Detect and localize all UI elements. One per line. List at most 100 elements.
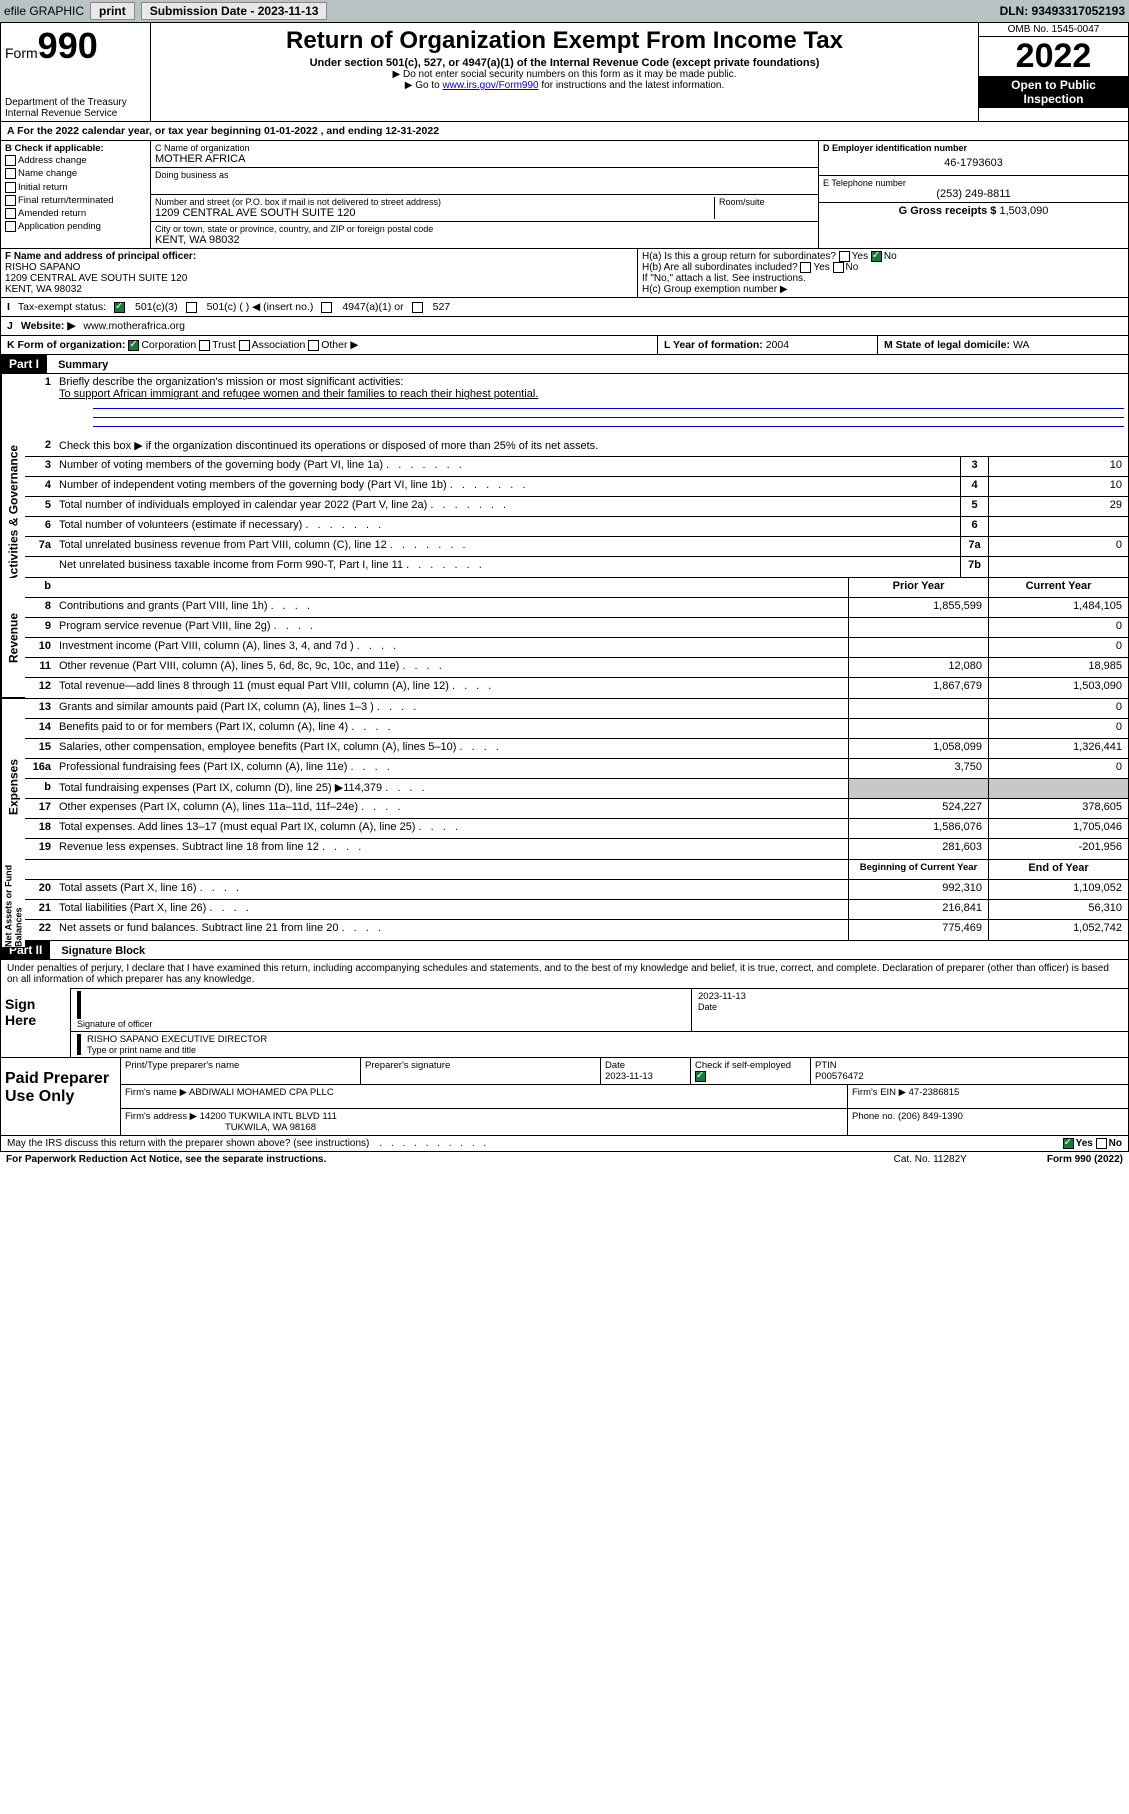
chk-trust[interactable] xyxy=(199,340,210,351)
discuss-row: May the IRS discuss this return with the… xyxy=(0,1136,1129,1152)
d-label: D Employer identification number xyxy=(823,143,1124,153)
firm-addr-label: Firm's address ▶ xyxy=(125,1111,197,1122)
ha-no-checkbox[interactable] xyxy=(871,251,882,262)
website-value: www.motherafrica.org xyxy=(83,320,185,332)
table-row: 16a Professional fundraising fees (Part … xyxy=(25,759,1128,779)
discuss-no-checkbox[interactable] xyxy=(1096,1138,1107,1149)
ha-label: H(a) Is this a group return for subordin… xyxy=(642,251,836,262)
chk-501c[interactable] xyxy=(186,302,197,313)
discuss-yes-checkbox[interactable] xyxy=(1063,1138,1074,1149)
table-row: 9 Program service revenue (Part VIII, li… xyxy=(25,618,1128,638)
table-row: 17 Other expenses (Part IX, column (A), … xyxy=(25,799,1128,819)
top-bar: efile GRAPHIC print Submission Date - 20… xyxy=(0,0,1129,22)
phone-value: (253) 249-8811 xyxy=(823,188,1124,200)
street-label: Number and street (or P.O. box if mail i… xyxy=(155,197,714,207)
part1-num: Part I xyxy=(1,355,47,373)
part2-header: Part II Signature Block xyxy=(0,941,1129,960)
chk-corporation[interactable] xyxy=(128,340,139,351)
firm-name-value: ABDIWALI MOHAMED CPA PLLC xyxy=(189,1087,334,1098)
irs-label: Internal Revenue Service xyxy=(5,108,146,119)
cat-no: Cat. No. 11282Y xyxy=(894,1154,967,1165)
chk-4947[interactable] xyxy=(321,302,332,313)
table-row: 18 Total expenses. Add lines 13–17 (must… xyxy=(25,819,1128,839)
org-name: MOTHER AFRICA xyxy=(155,153,814,165)
ha-yes-checkbox[interactable] xyxy=(839,251,850,262)
submission-date-button[interactable]: Submission Date - 2023-11-13 xyxy=(141,2,328,20)
vlabel-exp: Expenses xyxy=(1,699,25,875)
b-header: B Check if applicable: xyxy=(5,143,146,154)
irs-link[interactable]: www.irs.gov/Form990 xyxy=(442,80,538,91)
table-row: 14 Benefits paid to or for members (Part… xyxy=(25,719,1128,739)
discuss-question: May the IRS discuss this return with the… xyxy=(7,1138,369,1149)
summary-net-assets: Net Assets or Fund Balances Beginning of… xyxy=(0,860,1129,941)
table-row: 13 Grants and similar amounts paid (Part… xyxy=(25,699,1128,719)
chk-association[interactable] xyxy=(239,340,250,351)
mission-text: To support African immigrant and refugee… xyxy=(59,388,538,400)
part1-title: Summary xyxy=(50,357,116,373)
table-row: 11 Other revenue (Part VIII, column (A),… xyxy=(25,658,1128,678)
paid-preparer-block: Paid Preparer Use Only Print/Type prepar… xyxy=(0,1058,1129,1136)
section-i: I Tax-exempt status: 501(c)(3) 501(c) ( … xyxy=(0,298,1129,317)
sig-date-value: 2023-11-13 xyxy=(698,991,746,1002)
chk-501c3[interactable] xyxy=(114,302,125,313)
table-row: 20 Total assets (Part X, line 16) . . . … xyxy=(25,880,1128,900)
firm-name-label: Firm's name ▶ xyxy=(125,1087,187,1098)
line-2: Check this box ▶ if the organization dis… xyxy=(55,437,1128,456)
section-c: C Name of organization MOTHER AFRICA Doi… xyxy=(151,141,818,248)
officer-sig-label: Signature of officer xyxy=(77,1019,152,1029)
chk-final-return[interactable]: Final return/terminated xyxy=(5,194,146,207)
chk-amended[interactable]: Amended return xyxy=(5,207,146,220)
city-label: City or town, state or province, country… xyxy=(155,224,814,234)
k-label: K Form of organization: xyxy=(7,339,125,351)
room-label: Room/suite xyxy=(719,197,814,207)
officer-name: RISHO SAPANO xyxy=(5,262,80,273)
firm-ein-value: 47-2386815 xyxy=(909,1087,960,1098)
hb-no-checkbox[interactable] xyxy=(833,262,844,273)
hc-label: H(c) Group exemption number ▶ xyxy=(642,284,1124,295)
vlabel-rev: Revenue xyxy=(1,578,25,698)
g-label: G Gross receipts $ xyxy=(899,205,997,217)
omb-label: OMB No. 1545-0047 xyxy=(979,23,1128,37)
chk-address-change[interactable]: Address change xyxy=(5,154,146,167)
chk-527[interactable] xyxy=(412,302,423,313)
officer-addr1: 1209 CENTRAL AVE SOUTH SUITE 120 xyxy=(5,273,187,284)
form-prefix: Form xyxy=(5,45,38,61)
ptin-label: PTIN xyxy=(815,1060,1124,1071)
header-right-block: OMB No. 1545-0047 2022 Open to Public In… xyxy=(978,23,1128,121)
domicile-state: WA xyxy=(1013,339,1030,351)
chk-other[interactable] xyxy=(308,340,319,351)
table-row: Net unrelated business taxable income fr… xyxy=(25,557,1128,577)
table-row: 15 Salaries, other compensation, employe… xyxy=(25,739,1128,759)
dln-label: DLN: 93493317052193 xyxy=(1000,4,1125,18)
l-label: L Year of formation: xyxy=(664,339,763,351)
table-row: 7a Total unrelated business revenue from… xyxy=(25,537,1128,557)
section-klm: K Form of organization: Corporation Trus… xyxy=(0,336,1129,355)
sign-here-label: Sign Here xyxy=(1,988,71,1057)
hb-yes-checkbox[interactable] xyxy=(800,262,811,273)
col-end-year: End of Year xyxy=(988,860,1128,879)
j-label: Website: ▶ xyxy=(21,320,76,332)
tax-year: 2022 xyxy=(979,37,1128,76)
section-b: B Check if applicable: Address change Na… xyxy=(1,141,151,248)
table-row: 10 Investment income (Part VIII, column … xyxy=(25,638,1128,658)
firm-phone-label: Phone no. xyxy=(852,1111,895,1122)
city-value: KENT, WA 98032 xyxy=(155,234,814,246)
form-number-block: Form990 Department of the Treasury Inter… xyxy=(1,23,151,121)
col-current-year: Current Year xyxy=(988,578,1128,597)
firm-addr-value: 14200 TUKWILA INTL BLVD 111 xyxy=(200,1111,337,1122)
e-label: E Telephone number xyxy=(823,178,1124,188)
summary-expenses: Expenses 13 Grants and similar amounts p… xyxy=(0,699,1129,860)
chk-self-employed[interactable] xyxy=(695,1071,706,1082)
form-note-2: ▶ Go to www.irs.gov/Form990 for instruct… xyxy=(157,80,972,91)
dept-label: Department of the Treasury xyxy=(5,97,146,108)
print-button[interactable]: print xyxy=(90,2,135,20)
chk-pending[interactable]: Application pending xyxy=(5,220,146,233)
chk-initial-return[interactable]: Initial return xyxy=(5,181,146,194)
form-ref: Form 990 (2022) xyxy=(1047,1154,1123,1165)
firm-phone-value: (206) 849-1390 xyxy=(898,1111,963,1122)
chk-name-change[interactable]: Name change xyxy=(5,167,146,180)
section-defg: D Employer identification number 46-1793… xyxy=(818,141,1128,248)
page-footer: For Paperwork Reduction Act Notice, see … xyxy=(0,1152,1129,1167)
prep-date-value: 2023-11-13 xyxy=(605,1071,686,1082)
form-note-1: ▶ Do not enter social security numbers o… xyxy=(157,69,972,80)
